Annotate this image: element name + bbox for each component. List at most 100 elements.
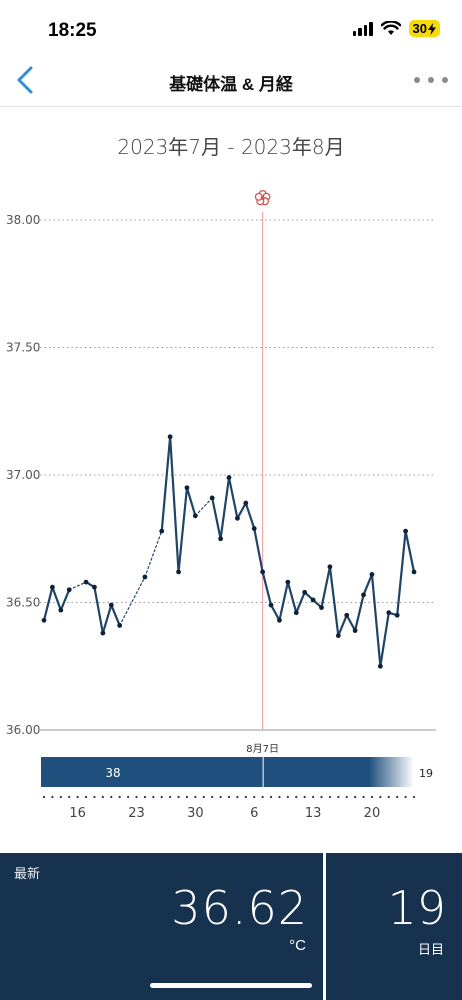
data-point[interactable] — [251, 526, 257, 531]
series-line-segment — [286, 581, 298, 614]
x-tick-label: 13 — [305, 806, 322, 820]
more-options-button[interactable] — [414, 70, 448, 90]
day-dot — [328, 795, 332, 799]
data-point[interactable] — [167, 434, 173, 440]
day-dot — [370, 795, 374, 799]
data-point[interactable] — [176, 569, 181, 575]
day-dot — [101, 795, 104, 799]
data-point[interactable] — [235, 515, 240, 521]
chevron-left-icon — [17, 66, 33, 94]
data-point[interactable] — [100, 630, 106, 636]
data-point[interactable] — [260, 569, 266, 575]
series-line-segment — [144, 530, 163, 578]
day-dot — [211, 795, 214, 799]
series-line-segment — [362, 573, 374, 596]
day-dot — [219, 795, 222, 799]
data-point[interactable] — [285, 579, 291, 585]
data-point[interactable] — [277, 617, 282, 623]
data-point[interactable] — [369, 572, 375, 577]
day-dot — [362, 795, 365, 799]
data-point[interactable] — [184, 485, 190, 491]
data-point[interactable] — [218, 536, 223, 542]
back-button[interactable] — [10, 64, 40, 96]
x-tick-label: 30 — [187, 806, 204, 820]
data-point[interactable] — [310, 597, 316, 603]
data-point[interactable] — [335, 633, 341, 639]
data-point[interactable] — [327, 564, 333, 570]
data-point[interactable] — [209, 495, 215, 501]
data-point[interactable] — [92, 584, 97, 590]
data-point[interactable] — [377, 663, 383, 669]
day-dot — [84, 795, 88, 799]
data-point[interactable] — [302, 589, 308, 595]
series-line-segment — [93, 586, 104, 635]
series-line-segment — [337, 614, 348, 637]
day-dot — [303, 795, 306, 799]
data-point[interactable] — [394, 612, 400, 618]
series-line-segment — [244, 501, 256, 530]
x-tick-label: 6 — [250, 806, 258, 820]
day-dot — [278, 795, 281, 799]
day-dot — [51, 795, 54, 799]
data-point[interactable] — [108, 602, 114, 608]
data-point[interactable] — [83, 579, 89, 585]
cycle-bar[interactable] — [41, 757, 263, 787]
cycle-day-unit: 日目 — [417, 942, 444, 957]
series-line-segment — [396, 530, 407, 617]
day-dot — [169, 795, 172, 799]
data-point[interactable] — [268, 602, 274, 608]
data-point[interactable] — [226, 475, 232, 480]
series-line-segment — [101, 603, 113, 635]
data-point[interactable] — [319, 605, 324, 610]
data-point[interactable] — [243, 500, 249, 506]
y-tick-label: 36.00 — [6, 723, 40, 737]
data-point[interactable] — [361, 592, 366, 598]
temperature-unit: °C — [289, 937, 306, 954]
day-dot — [152, 795, 155, 799]
latest-temperature-panel[interactable]: 最新 36.62 °C — [0, 853, 322, 1000]
series-line-segment — [219, 476, 231, 540]
data-point[interactable] — [293, 610, 299, 616]
series-line-segment — [236, 501, 247, 520]
status-bar: 18:25 30 — [0, 0, 462, 56]
data-point[interactable] — [50, 584, 55, 590]
latest-label: 最新 — [14, 866, 41, 881]
data-point[interactable] — [411, 569, 417, 575]
day-dot — [194, 795, 197, 799]
cycle-day-panel[interactable]: 19 日目 — [326, 853, 462, 1000]
home-indicator[interactable] — [150, 983, 312, 988]
series-line-segment — [169, 435, 180, 573]
series-line-segment — [404, 530, 416, 573]
data-point[interactable] — [386, 610, 392, 616]
day-dot — [244, 795, 247, 799]
day-dot — [126, 795, 130, 799]
status-icons: 30 — [352, 20, 440, 37]
battery-level: 30 — [412, 21, 427, 36]
series-line-segment — [261, 570, 273, 607]
day-dot — [227, 795, 231, 799]
x-tick-label: 20 — [364, 806, 381, 820]
cycle-bar[interactable] — [263, 757, 414, 787]
flower-icon[interactable] — [254, 189, 271, 206]
data-point[interactable] — [159, 528, 165, 534]
data-point[interactable] — [344, 612, 350, 618]
series-line-segment — [328, 565, 340, 637]
day-dot — [236, 795, 239, 799]
data-point[interactable] — [66, 587, 72, 593]
series-line-segment — [68, 581, 87, 591]
series-line-segment — [379, 611, 390, 668]
cycle-day-value: 19 — [387, 881, 446, 935]
series-line-segment — [42, 586, 54, 622]
data-point[interactable] — [58, 607, 64, 613]
day-dot — [286, 795, 289, 799]
data-point[interactable] — [192, 513, 198, 519]
data-point[interactable] — [142, 574, 148, 580]
day-dot — [396, 795, 399, 799]
basal-temperature-chart[interactable]: 38.00 37.50 37.00 36.50 36.00 8月7日 38 19 16 23 30 6… — [0, 180, 462, 820]
series-line-segment — [185, 486, 197, 517]
data-point[interactable] — [403, 528, 408, 534]
data-point[interactable] — [352, 628, 358, 633]
day-dot — [253, 795, 256, 799]
data-point[interactable] — [117, 623, 123, 628]
data-point[interactable] — [41, 617, 47, 623]
